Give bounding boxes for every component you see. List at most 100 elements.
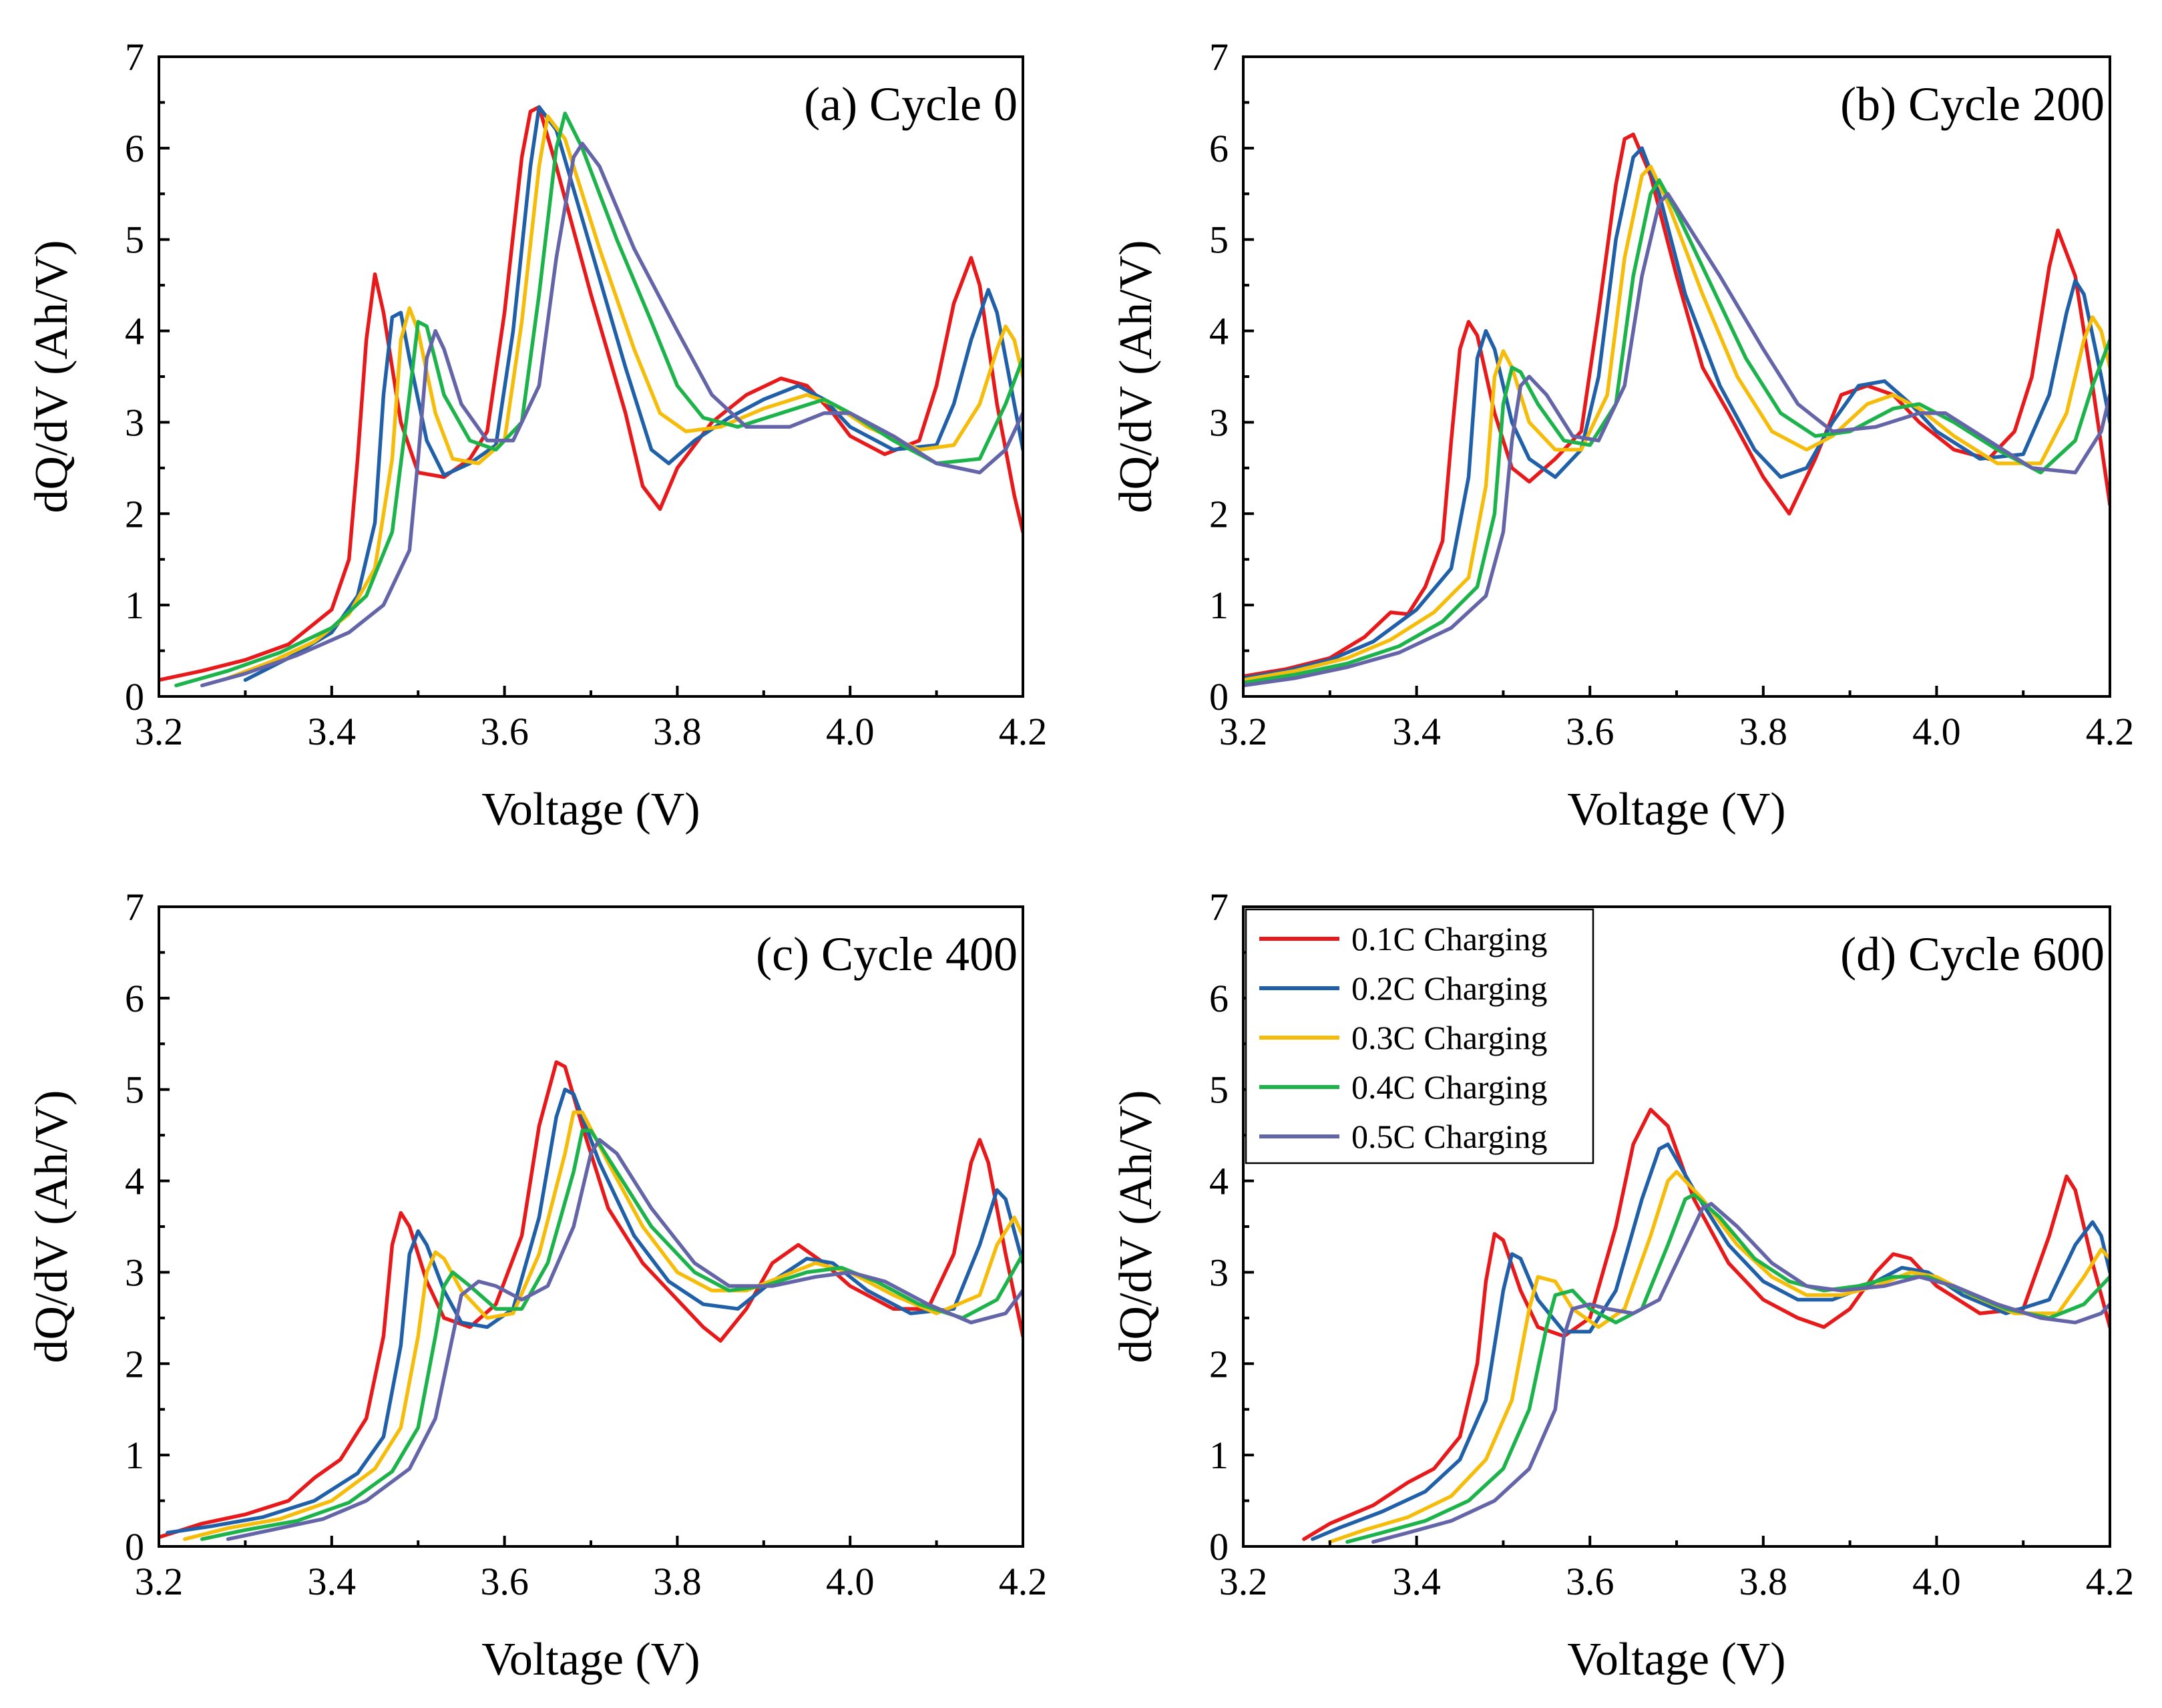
legend-label: 0.4C Charging <box>1351 1068 1548 1106</box>
x-tick-label: 3.4 <box>1392 710 1441 753</box>
series-line-0-3c <box>1243 164 2110 682</box>
y-tick-label: 5 <box>1209 1068 1229 1112</box>
series-group <box>159 105 1023 688</box>
y-tick-label: 3 <box>1209 1251 1229 1294</box>
y-tick-label: 7 <box>125 885 144 929</box>
x-tick-label: 3.2 <box>1219 710 1268 753</box>
panel-3: 3.2 3.4 3.6 3.8 4.0 4.2 0 1 2 3 4 5 6 7 Voltage (V) dQ/… <box>26 885 1047 1685</box>
legend-label: 0.1C Charging <box>1351 920 1548 957</box>
y-tick-label: 7 <box>125 35 144 79</box>
y-tick-label: 1 <box>125 1434 144 1477</box>
x-tick-label: 3.4 <box>308 710 357 753</box>
legend: 0.1C Charging 0.2C Charging 0.3C Charging 0… <box>1245 908 1594 1164</box>
y-tick-label: 0 <box>125 675 144 718</box>
y-tick-label: 5 <box>125 1068 144 1112</box>
x-tick-label: 4.2 <box>999 710 1048 753</box>
x-tick-label: 3.8 <box>653 1560 702 1603</box>
y-tick-label: 4 <box>1209 1160 1229 1203</box>
panel-title: (a) Cycle 0 <box>804 77 1018 131</box>
y-tick-label: 0 <box>1209 1525 1229 1568</box>
x-tick-label: 3.2 <box>1219 1560 1268 1603</box>
series-line-0-1c <box>159 105 1023 682</box>
y-tick-label: 2 <box>125 1342 144 1385</box>
series-line-0-3c <box>226 114 1023 680</box>
x-tick-label: 3.4 <box>308 1560 357 1603</box>
series-line-0-5c <box>1371 1202 2110 1544</box>
y-axis-title: dQ/dV (Ah/V) <box>26 240 77 513</box>
series-line-0-3c <box>183 1110 1023 1541</box>
series-group <box>1302 1108 2110 1544</box>
y-tick-label: 2 <box>125 492 144 536</box>
y-tick-label: 0 <box>125 1525 144 1568</box>
x-tick-label: 3.6 <box>480 1560 529 1603</box>
series-line-0-5c <box>226 1138 1023 1541</box>
series-line-0-3c <box>1328 1170 2110 1544</box>
y-tick-label: 1 <box>1209 584 1229 627</box>
y-tick-label: 6 <box>125 127 144 170</box>
y-tick-label: 7 <box>1209 35 1229 79</box>
x-tick-label: 3.4 <box>1392 1560 1441 1603</box>
series-line-0-5c <box>200 142 1023 688</box>
y-tick-label: 3 <box>1209 401 1229 444</box>
x-tick-label: 4.0 <box>1912 710 1961 753</box>
series-line-0-2c <box>166 1087 1023 1535</box>
y-tick-label: 3 <box>125 1251 144 1294</box>
x-axis-title: Voltage (V) <box>1567 784 1785 835</box>
x-tick-label: 4.0 <box>1912 1560 1961 1603</box>
x-tick-label: 4.2 <box>999 1560 1048 1603</box>
x-tick-label: 3.2 <box>135 710 184 753</box>
x-tick-label: 3.8 <box>653 710 702 753</box>
y-tick-label: 4 <box>125 1160 144 1203</box>
x-tick-label: 3.6 <box>480 710 529 753</box>
x-tick-label: 3.6 <box>1566 1560 1614 1603</box>
y-tick-label: 1 <box>1209 1434 1229 1477</box>
y-tick-label: 2 <box>1209 1342 1229 1385</box>
series-line-0-4c <box>1243 178 2110 685</box>
y-tick-label: 3 <box>125 401 144 444</box>
y-axis-title: dQ/dV (Ah/V) <box>1110 1090 1162 1363</box>
y-tick-label: 6 <box>125 977 144 1020</box>
y-tick-label: 2 <box>1209 492 1229 536</box>
x-tick-label: 3.8 <box>1739 1560 1788 1603</box>
x-axis-title: Voltage (V) <box>1567 1634 1785 1685</box>
series-line-0-2c <box>1243 146 2110 680</box>
x-tick-label: 3.2 <box>135 1560 184 1603</box>
panel-2: 3.2 3.4 3.6 3.8 4.0 4.2 0 1 2 3 4 5 6 7 Voltage (V) dQ/… <box>1110 35 2134 835</box>
y-tick-label: 1 <box>125 584 144 627</box>
series-group <box>1243 132 2110 688</box>
plot-frame <box>158 905 1024 1548</box>
x-tick-label: 3.8 <box>1739 710 1788 753</box>
y-tick-label: 5 <box>125 218 144 262</box>
y-tick-label: 5 <box>1209 218 1229 262</box>
panel-title: (c) Cycle 400 <box>756 927 1018 981</box>
y-tick-label: 4 <box>125 310 144 353</box>
panel-4: 3.2 3.4 3.6 3.8 4.0 4.2 0 1 2 3 4 5 6 7 Voltage (V) dQ/… <box>1110 885 2134 1685</box>
series-line-0-1c <box>1302 1108 2110 1541</box>
legend-label: 0.2C Charging <box>1351 970 1548 1007</box>
series-line-0-2c <box>1311 1142 2110 1541</box>
y-tick-label: 6 <box>1209 127 1229 170</box>
x-tick-label: 4.0 <box>826 1560 875 1603</box>
x-tick-label: 4.2 <box>2086 1560 2135 1603</box>
series-line-0-4c <box>174 112 1023 688</box>
y-tick-label: 7 <box>1209 885 1229 929</box>
y-axis-title: dQ/dV (Ah/V) <box>1110 240 1162 513</box>
series-group <box>159 1060 1023 1541</box>
x-axis-title: Voltage (V) <box>481 1634 700 1685</box>
y-tick-label: 6 <box>1209 977 1229 1020</box>
panel-title: (b) Cycle 200 <box>1840 77 2105 131</box>
series-line-0-5c <box>1243 192 2110 688</box>
y-axis-title: dQ/dV (Ah/V) <box>26 1090 77 1363</box>
x-axis-title: Voltage (V) <box>481 784 700 835</box>
legend-label: 0.3C Charging <box>1351 1019 1548 1056</box>
series-line-0-2c <box>243 105 1023 682</box>
x-tick-label: 4.0 <box>826 710 875 753</box>
x-tick-label: 4.2 <box>2086 710 2135 753</box>
legend-label: 0.5C Charging <box>1351 1118 1548 1155</box>
y-tick-label: 4 <box>1209 310 1229 353</box>
y-tick-label: 0 <box>1209 675 1229 718</box>
plot-frame <box>1242 55 2111 698</box>
panel-title: (d) Cycle 600 <box>1840 927 2105 981</box>
x-tick-label: 3.6 <box>1566 710 1614 753</box>
